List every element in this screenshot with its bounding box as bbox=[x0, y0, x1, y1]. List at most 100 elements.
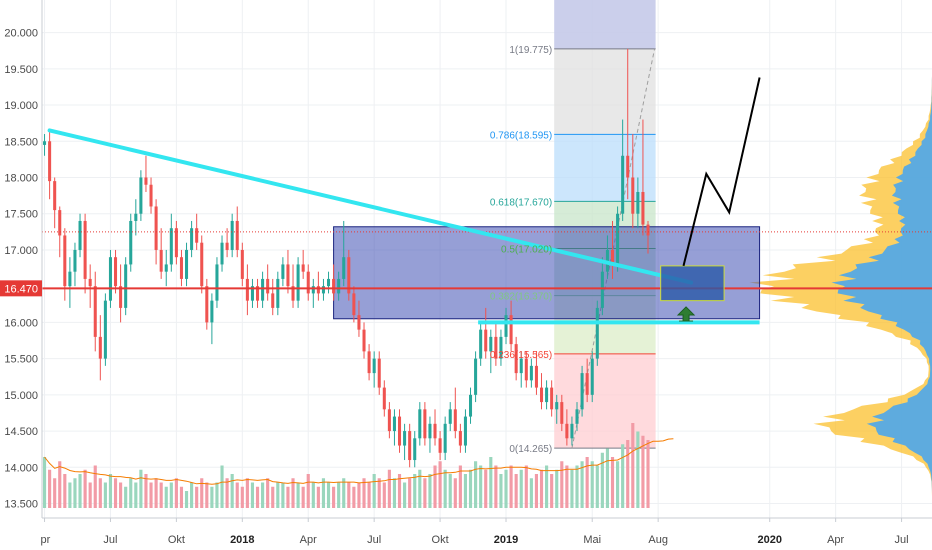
candle-body bbox=[286, 264, 290, 287]
fibonacci-labels: 1(19.775) 0.786(18.595) 0.618(17.670) 0.5(1… bbox=[490, 45, 552, 455]
volume-profile-blue bbox=[831, 47, 932, 508]
volume-bar bbox=[403, 482, 407, 508]
volume-bar bbox=[240, 486, 244, 508]
candle-body bbox=[332, 278, 336, 294]
y-tick-label: 15.000 bbox=[4, 390, 38, 402]
candle-body bbox=[438, 438, 442, 453]
candle bbox=[398, 409, 402, 453]
candle-body bbox=[124, 264, 128, 308]
candle bbox=[225, 228, 229, 258]
candle-body bbox=[93, 286, 97, 337]
x-tick-label: Jul bbox=[895, 534, 909, 546]
candle bbox=[408, 423, 412, 468]
candle-body bbox=[367, 351, 371, 374]
volume-bar bbox=[438, 461, 442, 508]
candle bbox=[108, 249, 112, 308]
candle bbox=[631, 134, 635, 229]
candles bbox=[43, 48, 650, 468]
candle bbox=[306, 264, 310, 301]
volume-bar bbox=[499, 474, 503, 508]
candle-body bbox=[169, 228, 173, 265]
volume-bar bbox=[159, 482, 163, 508]
candle bbox=[468, 387, 473, 424]
candle-body bbox=[443, 423, 447, 453]
volume-bar bbox=[250, 482, 255, 508]
candle bbox=[43, 134, 47, 156]
volume-bar bbox=[326, 482, 331, 508]
candle-body bbox=[428, 423, 432, 439]
candle-body bbox=[565, 423, 569, 439]
volume-bar bbox=[575, 465, 579, 508]
candle-body bbox=[575, 409, 579, 424]
candle bbox=[352, 286, 356, 323]
candle bbox=[53, 177, 57, 229]
volume-bar bbox=[423, 478, 427, 508]
volume-bar bbox=[108, 474, 113, 508]
candle bbox=[205, 278, 209, 330]
candle bbox=[585, 358, 589, 403]
fib-band bbox=[554, 353, 656, 449]
candle-body bbox=[342, 257, 346, 279]
volume-bar bbox=[139, 469, 143, 508]
candle bbox=[83, 213, 87, 294]
y-tick-label: 17.500 bbox=[4, 209, 38, 221]
up-arrow-icon bbox=[676, 306, 696, 322]
volume-profile bbox=[749, 47, 932, 508]
candle-body bbox=[129, 220, 133, 265]
candle bbox=[575, 402, 579, 432]
x-tick-label: Okt bbox=[168, 534, 185, 546]
candle bbox=[179, 249, 183, 287]
candle-body bbox=[108, 257, 112, 301]
candle bbox=[438, 431, 442, 461]
volume-bar bbox=[316, 486, 320, 508]
candle-body bbox=[398, 416, 402, 446]
candle bbox=[240, 242, 244, 287]
candle-body bbox=[585, 373, 589, 395]
candle-body bbox=[159, 249, 163, 272]
candle-body bbox=[321, 286, 325, 294]
y-tick-label: 14.000 bbox=[4, 462, 38, 474]
candle-body bbox=[504, 315, 508, 337]
volume-bar bbox=[616, 461, 620, 508]
candle bbox=[271, 278, 275, 316]
candle-body bbox=[580, 373, 584, 410]
volume-bar bbox=[392, 478, 397, 508]
volume-bar bbox=[184, 491, 189, 508]
candle-body bbox=[195, 228, 199, 243]
volume-bar bbox=[144, 474, 148, 508]
candle bbox=[78, 213, 82, 258]
candle-body bbox=[225, 242, 229, 250]
candle bbox=[215, 257, 219, 308]
candle-body bbox=[301, 264, 305, 272]
candle-body bbox=[626, 155, 630, 178]
volume-bar bbox=[585, 457, 589, 508]
candle-body bbox=[200, 242, 204, 287]
candle bbox=[403, 423, 407, 461]
volume-bar bbox=[225, 478, 229, 508]
x-tick-label: Aug bbox=[648, 534, 668, 546]
candle-body bbox=[408, 431, 412, 461]
candle bbox=[423, 402, 427, 446]
volume-bar bbox=[352, 486, 356, 508]
volume-bar bbox=[230, 474, 234, 508]
volume-bar bbox=[494, 465, 498, 508]
volume-bar bbox=[504, 469, 508, 508]
candle bbox=[555, 394, 559, 424]
candle-body bbox=[641, 191, 645, 225]
candle bbox=[281, 257, 285, 287]
candle bbox=[98, 315, 102, 381]
volume-moving-average bbox=[44, 438, 674, 485]
candle-body bbox=[68, 271, 72, 287]
x-tick-label: Mai bbox=[583, 534, 601, 546]
fib-level-label: 0.786(18.595) bbox=[490, 130, 552, 141]
candle bbox=[509, 300, 513, 352]
volume-bar bbox=[357, 482, 361, 508]
candle-body bbox=[458, 431, 462, 446]
candle bbox=[443, 416, 447, 461]
candle-body bbox=[88, 278, 92, 287]
candle bbox=[220, 235, 224, 272]
volume-bars bbox=[42, 423, 674, 508]
candle bbox=[484, 307, 488, 359]
